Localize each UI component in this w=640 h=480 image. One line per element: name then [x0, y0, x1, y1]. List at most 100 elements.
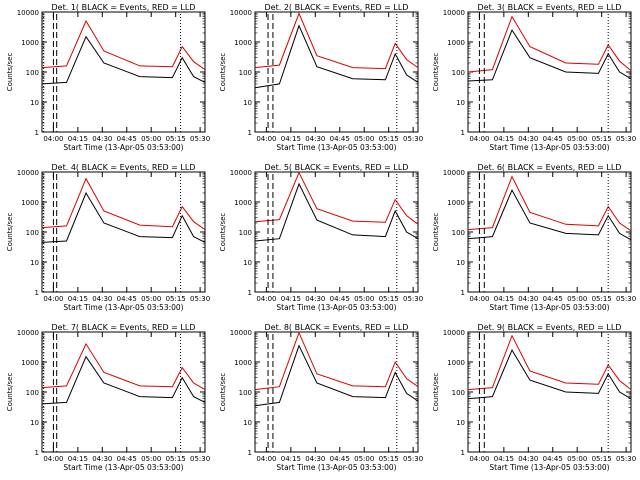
lld-series-line: [41, 177, 206, 231]
y-tick-label: 10000: [17, 329, 39, 337]
x-tick-label: 04:30: [305, 135, 325, 143]
y-axis-label: Counts/sec: [6, 53, 14, 92]
y-tick-label: 100: [26, 389, 39, 397]
x-tick-label: 05:15: [166, 135, 186, 143]
x-tick-label: 04:15: [68, 295, 88, 303]
detector-panel-7: Det. 7( BLACK = Events, RED = LLD 1 10 100 1…: [6, 323, 210, 472]
x-tick-label: 04:30: [92, 135, 112, 143]
y-axis-label: Counts/sec: [219, 53, 227, 92]
events-series-line: [467, 348, 632, 400]
panel-title: Det. 3( BLACK = Events, RED = LLD: [478, 3, 622, 12]
panel-title: Det. 5( BLACK = Events, RED = LLD: [265, 163, 409, 172]
y-tick-label: 1: [248, 289, 252, 297]
x-tick-label: 04:15: [494, 295, 514, 303]
y-axis-label: Counts/sec: [6, 373, 14, 412]
x-tick-label: 05:00: [567, 295, 587, 303]
lld-series-line: [254, 171, 419, 225]
x-tick-label: 04:30: [518, 135, 538, 143]
x-axis-label: Start Time (13-Apr-05 03:53:00): [489, 143, 609, 152]
y-tick-label: 100: [239, 229, 252, 237]
x-tick-label: 04:00: [43, 455, 63, 463]
y-axis-label: Counts/sec: [219, 373, 227, 412]
y-tick-label: 10000: [17, 169, 39, 177]
y-tick-label: 100: [452, 69, 465, 77]
x-axis-label: Start Time (13-Apr-05 03:53:00): [63, 143, 183, 152]
plot-frame: [254, 331, 419, 453]
x-tick-label: 04:30: [518, 455, 538, 463]
y-tick-label: 1: [35, 449, 39, 457]
x-tick-label: 05:30: [403, 295, 423, 303]
x-axis-label: Start Time (13-Apr-05 03:53:00): [276, 143, 396, 152]
detector-panel-4: Det. 4( BLACK = Events, RED = LLD 1 10 100 1…: [6, 163, 210, 312]
x-tick-label: 04:30: [92, 455, 112, 463]
y-tick-label: 10: [456, 259, 465, 267]
panel-title: Det. 6( BLACK = Events, RED = LLD: [478, 163, 622, 172]
y-tick-label: 1000: [234, 359, 252, 367]
y-tick-label: 1000: [234, 199, 252, 207]
y-axis-label: Counts/sec: [432, 213, 440, 252]
x-tick-label: 05:30: [403, 455, 423, 463]
y-tick-label: 100: [239, 389, 252, 397]
x-tick-label: 05:15: [592, 455, 612, 463]
y-tick-label: 10: [456, 419, 465, 427]
x-tick-label: 04:45: [330, 135, 350, 143]
y-tick-label: 10: [243, 259, 252, 267]
y-tick-label: 100: [239, 69, 252, 77]
events-series-line: [467, 188, 632, 241]
lld-series-line: [467, 175, 632, 232]
detector-panel-2: Det. 2( BLACK = Events, RED = LLD 1 10 100 1…: [219, 3, 423, 152]
panel-title: Det. 8( BLACK = Events, RED = LLD: [265, 323, 409, 332]
y-tick-label: 10000: [230, 9, 252, 17]
y-tick-label: 10: [30, 99, 39, 107]
y-tick-label: 10: [30, 259, 39, 267]
y-tick-label: 1: [248, 129, 252, 137]
y-tick-label: 10000: [443, 169, 465, 177]
x-tick-label: 04:15: [68, 135, 88, 143]
x-tick-label: 04:45: [543, 295, 563, 303]
x-tick-label: 04:15: [281, 295, 301, 303]
x-tick-label: 04:45: [543, 135, 563, 143]
lld-series-line: [254, 331, 419, 391]
y-tick-label: 1: [461, 289, 465, 297]
lld-series-line: [41, 342, 206, 391]
y-tick-label: 10000: [17, 9, 39, 17]
y-tick-label: 1: [35, 289, 39, 297]
y-tick-label: 100: [26, 229, 39, 237]
y-tick-label: 1000: [447, 39, 465, 47]
y-axis-label: Counts/sec: [219, 213, 227, 252]
y-tick-label: 10: [243, 99, 252, 107]
events-series-line: [41, 191, 206, 243]
detector-panel-5: Det. 5( BLACK = Events, RED = LLD 1 10 100 1…: [219, 163, 423, 312]
x-tick-label: 04:45: [543, 455, 563, 463]
x-tick-label: 04:00: [469, 295, 489, 303]
y-axis-label: Counts/sec: [6, 213, 14, 252]
x-axis-label: Start Time (13-Apr-05 03:53:00): [276, 303, 396, 312]
x-tick-label: 04:15: [281, 135, 301, 143]
y-tick-label: 1: [461, 129, 465, 137]
x-axis-label: Start Time (13-Apr-05 03:53:00): [63, 303, 183, 312]
events-series-line: [41, 35, 206, 85]
x-tick-label: 05:30: [616, 135, 636, 143]
x-tick-label: 04:45: [117, 135, 137, 143]
x-tick-label: 04:00: [469, 135, 489, 143]
x-tick-label: 05:00: [141, 295, 161, 303]
plot-frame: [467, 171, 632, 293]
lld-series-line: [41, 19, 206, 71]
x-tick-label: 04:00: [256, 135, 276, 143]
plot-frame: [467, 331, 632, 453]
detector-panel-8: Det. 8( BLACK = Events, RED = LLD 1 10 100 1…: [219, 323, 423, 472]
x-tick-label: 05:15: [592, 135, 612, 143]
x-tick-label: 05:15: [166, 455, 186, 463]
x-axis-label: Start Time (13-Apr-05 03:53:00): [489, 303, 609, 312]
plot-frame: [467, 11, 632, 133]
x-tick-label: 05:15: [379, 135, 399, 143]
y-tick-label: 10: [30, 419, 39, 427]
x-tick-label: 05:00: [354, 135, 374, 143]
x-tick-label: 05:00: [354, 455, 374, 463]
y-tick-label: 100: [452, 389, 465, 397]
x-tick-label: 04:00: [256, 295, 276, 303]
x-axis-label: Start Time (13-Apr-05 03:53:00): [489, 463, 609, 472]
x-tick-label: 05:30: [190, 455, 210, 463]
events-series-line: [254, 182, 419, 242]
